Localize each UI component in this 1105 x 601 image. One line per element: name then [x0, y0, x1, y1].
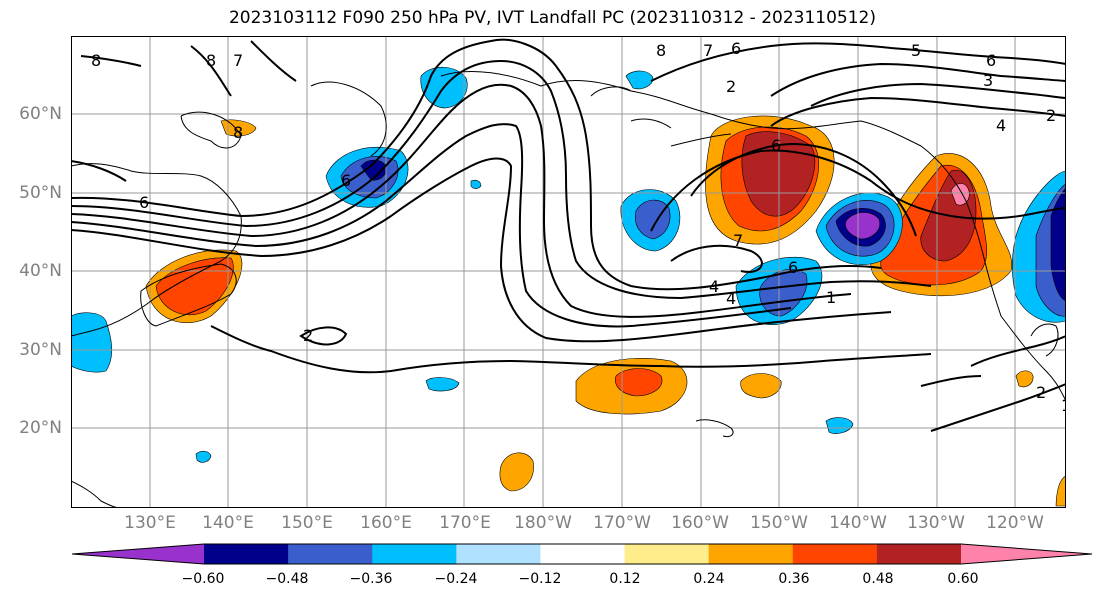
contour-label: 8: [91, 51, 101, 70]
colorbar-outline: [71, 543, 1093, 565]
colorbar-segment: [624, 544, 710, 564]
colorbar-segment: [456, 544, 541, 564]
contour-label: 4: [709, 277, 719, 296]
colorbar-segment: [792, 544, 878, 564]
lat-label: 20°N: [19, 418, 62, 438]
colorbar-tick-label: −0.48: [265, 571, 309, 587]
contour-label: 6: [986, 51, 996, 70]
colorbar-segment: [372, 544, 457, 564]
colorbar-tick-label: 0.48: [862, 571, 894, 587]
lon-label: 140°E: [202, 513, 254, 533]
colorbar-extend-max: [961, 544, 1092, 564]
lon-label: 140°W: [829, 513, 887, 533]
lat-label: 30°N: [19, 340, 62, 360]
contour-labels: 8 8 7 6 6 8 6 7 6 5 3 2 4 7 6 4 4 1 2 2 …: [91, 39, 1066, 415]
coastlines: [71, 71, 1066, 508]
colorbar-tick-label: −0.24: [434, 571, 478, 587]
colorbar-segment: [204, 544, 289, 564]
colorbar-extend-min: [72, 544, 204, 564]
lon-label: 130°W: [907, 513, 965, 533]
lon-label: 150°W: [750, 513, 808, 533]
colorbar-tick-label: −0.60: [181, 571, 225, 587]
colorbar-tick-label: −0.12: [518, 571, 562, 587]
contour-label: 4: [726, 289, 736, 308]
lon-label: 130°E: [124, 513, 176, 533]
map-title: 2023103112 F090 250 hPa PV, IVT Landfall…: [228, 8, 876, 28]
colorbar: [71, 543, 1093, 565]
colorbar-segment: [540, 544, 626, 564]
contour-label: 2: [1046, 106, 1056, 125]
colorbar-tick-label: 0.12: [609, 571, 641, 587]
contour-label: 6: [771, 136, 781, 155]
lat-label: 40°N: [19, 261, 62, 281]
colorbar-tick-label: 0.60: [947, 571, 979, 587]
contour-label: 2: [726, 77, 736, 96]
contour-label: 5: [911, 41, 921, 60]
contour-label: 7: [733, 231, 743, 250]
lon-label: 180°W: [514, 513, 572, 533]
lon-label: 120°W: [986, 513, 1044, 533]
contour-label: 2: [1036, 383, 1046, 402]
lon-label: 170°E: [439, 513, 491, 533]
colorbar-segment: [708, 544, 794, 564]
contour-label: 1: [826, 288, 836, 307]
lat-label: 50°N: [19, 183, 62, 203]
colorbar-segment: [876, 544, 962, 564]
contour-label: 1: [1061, 396, 1066, 415]
contour-label: 7: [703, 41, 713, 60]
lat-label: 60°N: [19, 104, 62, 124]
contour-label: 6: [788, 258, 798, 277]
lon-label: 150°E: [281, 513, 333, 533]
contour-label: 6: [139, 193, 149, 212]
contour-label: 8: [206, 51, 216, 70]
colorbar-tick-label: 0.36: [778, 571, 810, 587]
contour-label: 8: [656, 41, 666, 60]
contour-label: 3: [983, 71, 993, 90]
lon-label: 170°W: [593, 513, 651, 533]
contour-label: 6: [731, 39, 741, 58]
lon-label: 160°W: [671, 513, 729, 533]
map-panel: 8 8 7 6 6 8 6 7 6 5 3 2 4 7 6 4 4 1 2 2 …: [71, 36, 1066, 508]
lon-label: 160°E: [360, 513, 412, 533]
contour-label: 4: [996, 116, 1006, 135]
contour-label: 8: [233, 123, 243, 142]
colorbar-segment: [288, 544, 373, 564]
shading-layer: [71, 66, 1066, 507]
colorbar-tick-label: 0.24: [693, 571, 725, 587]
contour-label: 2: [303, 326, 313, 345]
colorbar-tick-label: −0.36: [349, 571, 393, 587]
contour-label: 6: [341, 171, 351, 190]
contour-label: 7: [233, 51, 243, 70]
pv-contours: [71, 38, 1066, 432]
